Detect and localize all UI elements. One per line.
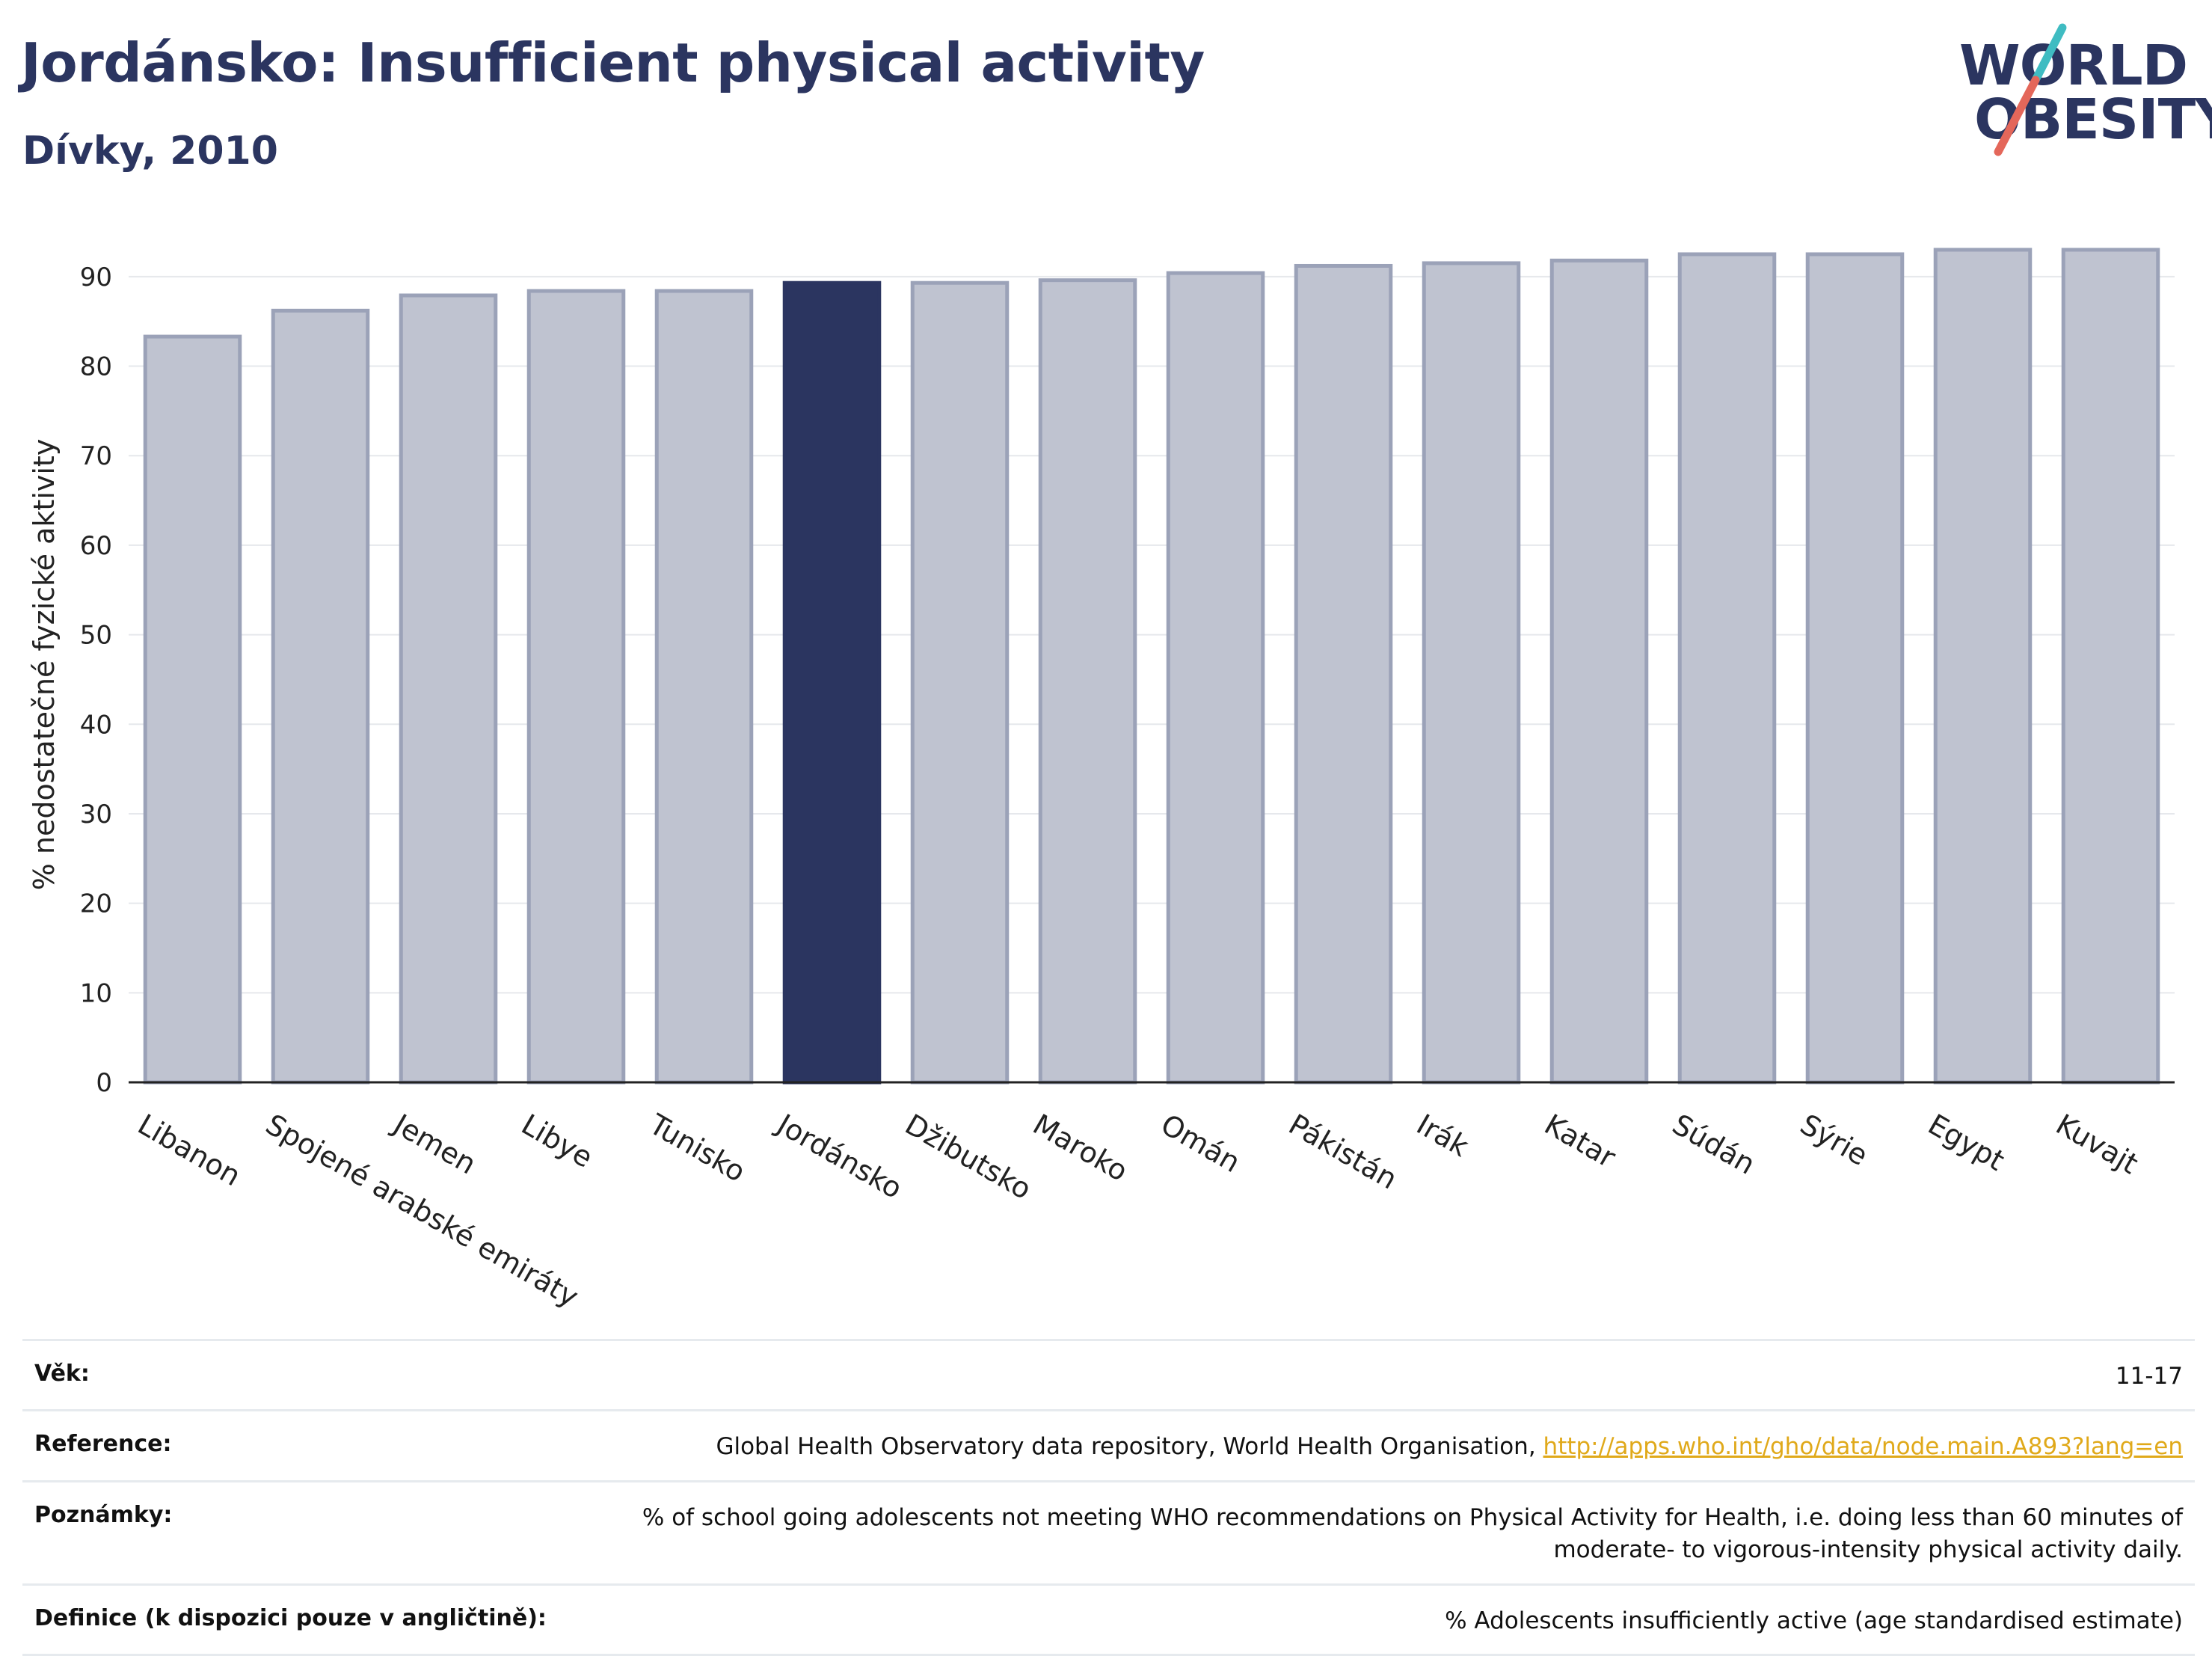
info-label-definition: Definice (k dispozici pouze v angličtině… bbox=[34, 1604, 547, 1631]
info-row-reference: Reference: Global Health Observatory dat… bbox=[22, 1409, 2195, 1479]
y-tick-label: 10 bbox=[80, 978, 112, 1008]
bar bbox=[526, 289, 626, 1085]
bar bbox=[1166, 271, 1265, 1085]
bar bbox=[1294, 263, 1393, 1085]
world-obesity-logo: WORLD OBESITY bbox=[1952, 19, 2212, 161]
info-row-age: Věk: 11-17 bbox=[22, 1339, 2195, 1409]
bar-highlighted bbox=[782, 280, 882, 1085]
bar bbox=[1933, 248, 2033, 1085]
info-value-definition: % Adolescents insufficiently active (age… bbox=[1445, 1607, 2183, 1634]
y-tick-label: 80 bbox=[80, 352, 112, 382]
y-tick-label: 20 bbox=[80, 889, 112, 919]
y-tick-label: 90 bbox=[80, 263, 112, 292]
info-value-reference: Global Health Observatory data repositor… bbox=[716, 1431, 2183, 1463]
logo-line1: WORLD bbox=[1959, 34, 2188, 98]
y-tick-label: 70 bbox=[80, 441, 112, 471]
info-label-notes: Poznámky: bbox=[34, 1501, 173, 1528]
bar bbox=[143, 334, 242, 1085]
x-tick-label: Tunisko bbox=[643, 1107, 751, 1189]
y-tick-label: 30 bbox=[80, 800, 112, 829]
info-label-reference: Reference: bbox=[34, 1431, 172, 1458]
x-tick-label: Maroko bbox=[1027, 1108, 1134, 1188]
x-tick-label: Súdán bbox=[1667, 1108, 1761, 1181]
y-tick-label: 40 bbox=[80, 710, 112, 740]
x-tick-label: Egypt bbox=[1923, 1108, 2010, 1177]
reference-link[interactable]: http://apps.who.int/gho/data/node.main.A… bbox=[1543, 1433, 2183, 1461]
info-row-definition: Definice (k dispozici pouze v angličtině… bbox=[22, 1583, 2195, 1656]
bar bbox=[1422, 261, 1521, 1085]
info-label-age: Věk: bbox=[34, 1361, 90, 1387]
bar bbox=[1677, 252, 1777, 1085]
page-subtitle: Dívky, 2010 bbox=[22, 129, 278, 174]
bar bbox=[910, 280, 1010, 1085]
bar bbox=[1038, 278, 1137, 1085]
x-tick-label: Katar bbox=[1539, 1108, 1621, 1174]
x-tick-label: Sýrie bbox=[1795, 1108, 1873, 1172]
x-tick-label: Jemen bbox=[387, 1107, 482, 1181]
bar bbox=[1805, 252, 1905, 1085]
bar bbox=[271, 308, 370, 1085]
page-title: Jordánsko: Insufficient physical activit… bbox=[21, 31, 1205, 94]
x-tick-label: Irák bbox=[1411, 1108, 1474, 1163]
bars bbox=[143, 248, 2160, 1085]
y-axis-ticks: 0 10 20 30 40 50 60 70 80 90 bbox=[80, 263, 112, 1098]
bar bbox=[2061, 248, 2160, 1085]
info-value-notes: % of school going adolescents not meetin… bbox=[642, 1503, 2183, 1564]
x-tick-label: Džibutsko bbox=[900, 1108, 1037, 1206]
bar bbox=[1549, 258, 1649, 1085]
info-row-notes: Poznámky: % of school going adolescents … bbox=[22, 1479, 2195, 1583]
reference-text: Global Health Observatory data repositor… bbox=[716, 1433, 1543, 1461]
logo-slash-icon bbox=[1994, 23, 2067, 156]
y-tick-label: 60 bbox=[80, 531, 112, 561]
x-tick-label: Kuvajt bbox=[2050, 1108, 2143, 1180]
info-value-age: 11-17 bbox=[2115, 1363, 2183, 1390]
x-tick-label: Libanon bbox=[132, 1108, 246, 1192]
y-axis-label: % nedostatečné fyzické aktivity bbox=[28, 439, 61, 891]
info-table: Věk: 11-17 Reference: Global Health Obse… bbox=[22, 1339, 2195, 1656]
x-tick-label: Libye bbox=[516, 1108, 598, 1174]
bar bbox=[399, 293, 498, 1085]
x-tick-label: Pákistán bbox=[1283, 1108, 1403, 1196]
y-tick-label: 50 bbox=[80, 621, 112, 651]
x-tick-label: Omán bbox=[1155, 1108, 1246, 1179]
x-tick-label: Jordánsko bbox=[770, 1107, 908, 1205]
bar bbox=[654, 289, 754, 1085]
y-tick-label: 0 bbox=[96, 1068, 112, 1098]
